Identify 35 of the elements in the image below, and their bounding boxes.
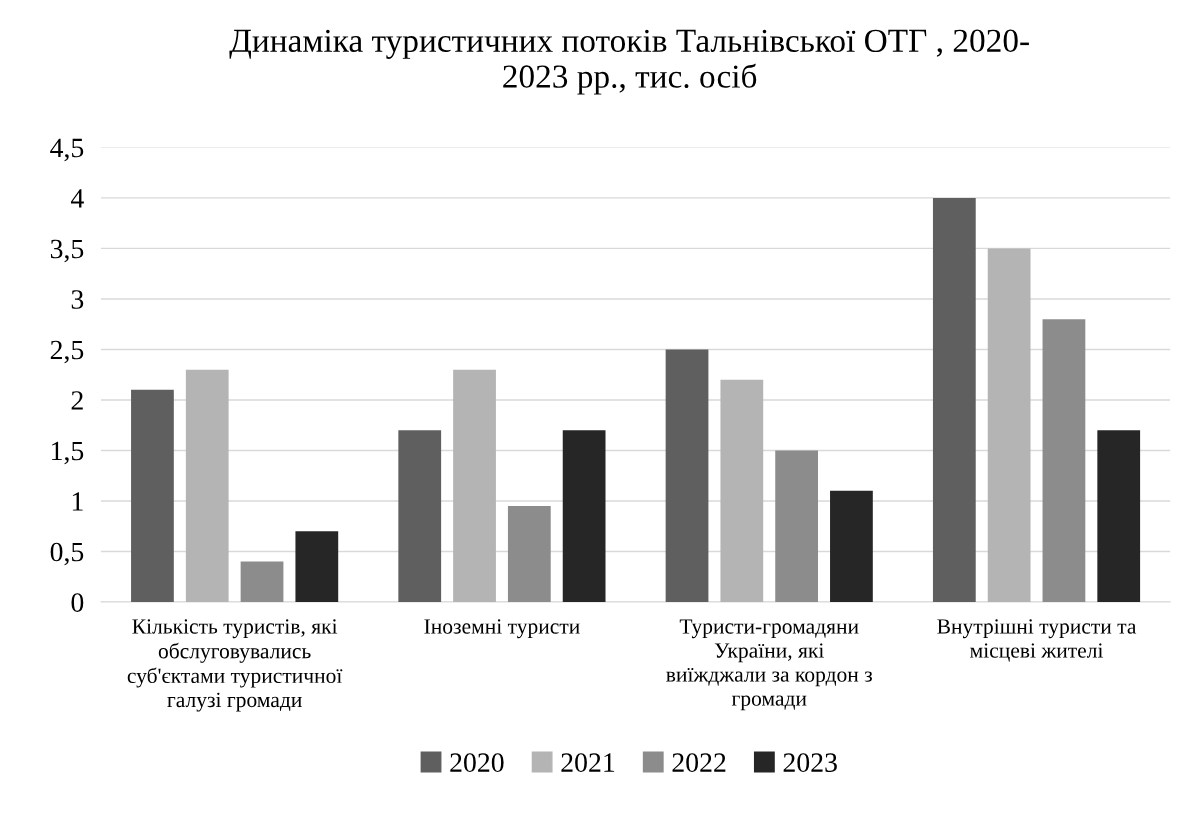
- bar: [453, 369, 496, 602]
- y-tick-label: 4,5: [50, 138, 84, 162]
- y-tick-label: 4: [70, 189, 84, 208]
- y-tick-label: 2,5: [50, 340, 84, 364]
- y-tick-label: 2: [71, 391, 83, 410]
- y-tick-label: 3,5: [50, 239, 84, 263]
- bar: [185, 369, 229, 602]
- bar: [932, 197, 976, 602]
- bar: [507, 506, 551, 602]
- x-tick-label: Іноземні туристи: [424, 619, 580, 639]
- bar: [720, 379, 764, 602]
- y-tick-label: 1,5: [52, 441, 84, 465]
- bar: [295, 531, 339, 602]
- chart-title: Динаміка туристичних потоків Тальнівської ОТГ , 2020- 2023 рр., тис. осіб: [229, 29, 1029, 95]
- bar: [987, 248, 1031, 602]
- x-tick-label: Туристи-громадяни України, які виїжджали за кордон з громади: [666, 619, 872, 711]
- legend-label: 2021: [561, 753, 615, 772]
- y-tick-label: 3: [71, 290, 84, 309]
- y-tick-label: 0: [71, 593, 84, 612]
- bar: [665, 349, 709, 602]
- bar: [830, 490, 873, 602]
- bar: [1042, 319, 1086, 602]
- bar: [131, 389, 174, 602]
- legend-label: 2020: [450, 753, 504, 772]
- bar: [775, 450, 819, 602]
- y-tick-label: 0,5: [50, 542, 84, 566]
- x-tick-label: Внутрішні туристи та місцеві жителі: [937, 619, 1137, 662]
- bar: [562, 430, 606, 602]
- y-tick-label: 1: [72, 492, 83, 511]
- legend-label: 2023: [783, 753, 837, 772]
- bar: [240, 561, 284, 602]
- x-tick-label: Кількість туристів, які обслуговувались суб'єктами туристичної галузі громади: [127, 619, 343, 712]
- legend-label: 2022: [672, 753, 726, 772]
- bar: [398, 430, 442, 602]
- bar: [1097, 430, 1141, 602]
